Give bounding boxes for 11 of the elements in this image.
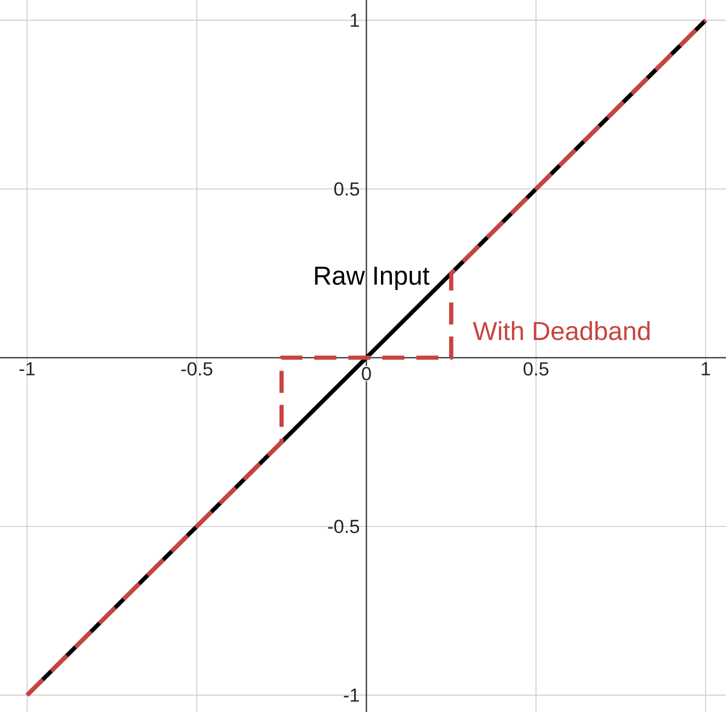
y-tick-label: 1 — [350, 14, 359, 27]
x-tick-label: -1 — [20, 362, 35, 376]
y-tick-label: 0.5 — [334, 182, 360, 196]
x-tick-label: 1 — [702, 362, 710, 376]
x-tick-label: 0 — [362, 366, 371, 380]
x-tick-label: 0.5 — [524, 362, 548, 376]
series-label: With Deadband — [472, 321, 650, 340]
series-label: Raw Input — [315, 266, 430, 290]
y-tick-label: -0.5 — [328, 520, 360, 534]
y-tick-label: -1 — [344, 688, 359, 702]
x-tick-label: -0.5 — [181, 362, 212, 376]
